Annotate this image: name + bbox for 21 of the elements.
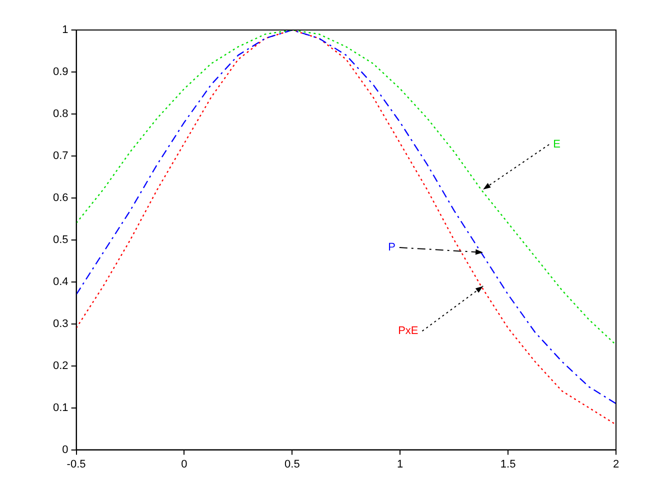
y-tick-label: 0.5: [52, 234, 68, 246]
y-tick-label: 0.6: [52, 192, 68, 204]
text: E: [553, 138, 560, 151]
x-tick-label: 1: [397, 458, 404, 470]
y-tick-label: 0.8: [52, 108, 68, 120]
x-tick-label: 0.5: [284, 458, 300, 470]
text: P: [388, 242, 396, 254]
y-tick-label: 1: [62, 24, 68, 36]
y-tick-label: 0.7: [52, 150, 68, 162]
y-tick-label: 0.9: [52, 66, 68, 78]
x-tick-label: 1.5: [500, 458, 516, 470]
line-series: [76, 30, 616, 346]
y-tick-label: 0.2: [52, 360, 68, 372]
x-tick-label: 2: [612, 458, 620, 470]
y-tick-label: 0.3: [52, 318, 68, 330]
y-tick-label: 0: [62, 444, 68, 456]
text: PxE: [398, 325, 418, 338]
x-tick-label: -0.5: [66, 458, 86, 470]
x-tick-label: 0: [181, 458, 188, 470]
y-tick-label: 0.4: [52, 276, 68, 288]
y-tick-label: 0.1: [52, 402, 68, 414]
